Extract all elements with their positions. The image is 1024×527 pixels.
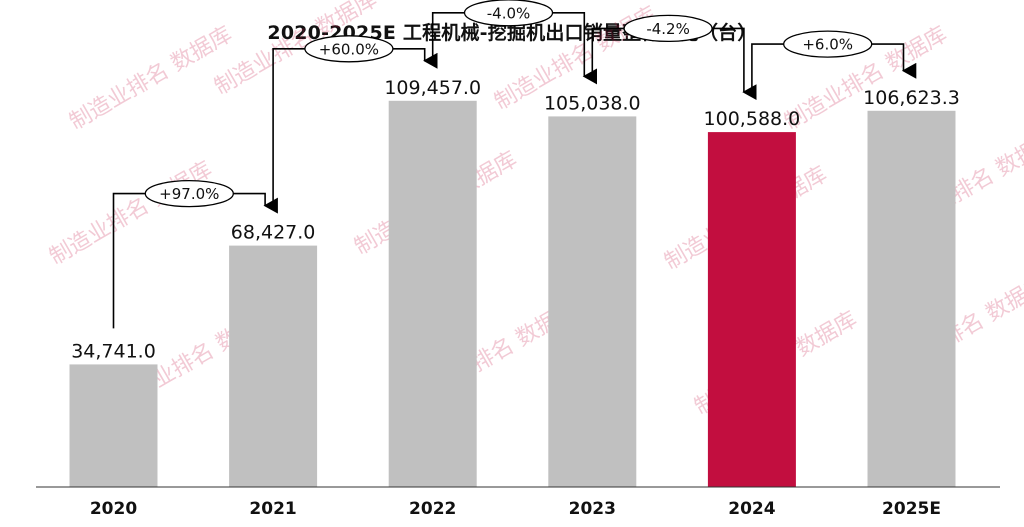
growth-labels-layer: +97.0% +60.0% -4.0% -4.2% +6.0% <box>144 0 873 208</box>
data-label: 106,623.3 <box>863 87 960 109</box>
growth-label: +60.0% <box>319 40 379 58</box>
growth-label-bubble <box>623 14 713 43</box>
x-tick-label: 2021 <box>249 499 296 519</box>
growth-label-bubble <box>304 35 394 63</box>
growth-label: -4.0% <box>487 4 531 22</box>
bar <box>548 116 637 488</box>
watermark-text: 制造业排名 数据库 <box>46 157 217 270</box>
bar <box>867 110 956 488</box>
growth-label: -4.2% <box>646 20 690 38</box>
growth-label-bubble <box>144 179 234 208</box>
x-tick-label: 2022 <box>409 499 456 519</box>
x-tick-label: 2020 <box>90 499 137 519</box>
data-label: 100,588.0 <box>704 108 801 130</box>
x-axis-labels: 2020 2021 2022 2023 2024 2025E <box>90 499 941 519</box>
bar <box>229 245 318 487</box>
growth-label-bubble <box>463 0 554 27</box>
value-labels-layer: 34,741.0 68,427.0 109,457.0 105,038.0 100,58… <box>71 77 960 363</box>
x-tick-label: 2025E <box>882 499 941 519</box>
x-tick-label: 2023 <box>569 499 616 519</box>
data-label: 34,741.0 <box>71 340 156 362</box>
data-label: 109,457.0 <box>384 77 481 99</box>
x-tick-label: 2024 <box>728 499 775 519</box>
growth-label: +97.0% <box>159 185 219 203</box>
data-label: 105,038.0 <box>544 92 641 114</box>
data-label: 68,427.0 <box>231 222 316 244</box>
bars-layer <box>69 100 956 488</box>
growth-label-bubble <box>783 30 873 58</box>
growth-label: +6.0% <box>802 36 853 54</box>
bar <box>69 364 158 487</box>
bar <box>707 132 796 487</box>
bar <box>388 100 477 488</box>
